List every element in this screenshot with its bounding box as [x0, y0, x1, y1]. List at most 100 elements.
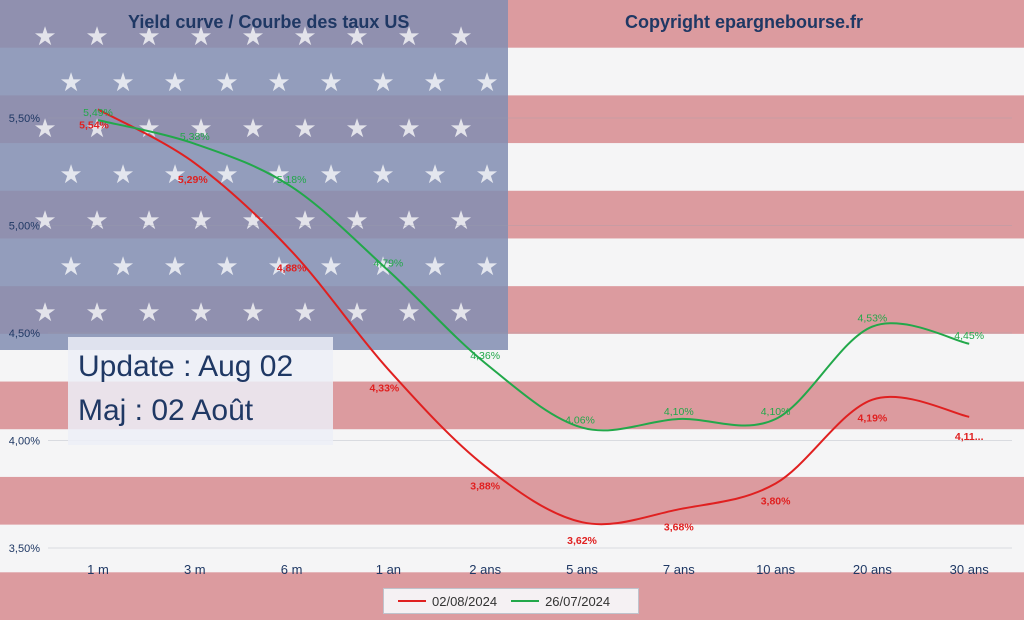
flag-star: ★	[215, 252, 238, 282]
flag-star: ★	[423, 68, 446, 98]
flag-star: ★	[215, 160, 238, 190]
data-label-green: 4,10%	[664, 406, 694, 418]
x-tick-label: 6 m	[281, 562, 303, 577]
flag-star: ★	[85, 298, 108, 328]
data-label-green: 4,36%	[470, 350, 500, 362]
flag-star: ★	[449, 206, 472, 236]
data-label-green: 4,53%	[858, 313, 888, 325]
data-label-red: 4,11...	[955, 431, 984, 443]
flag-star: ★	[423, 160, 446, 190]
y-tick-label: 4,00%	[9, 436, 40, 448]
series-line-green	[97, 119, 970, 432]
legend-label-red: 02/08/2024	[432, 593, 498, 609]
flag-star: ★	[33, 206, 56, 236]
data-label-green: 4,79%	[374, 258, 404, 270]
data-label-red: 3,88%	[470, 480, 500, 492]
data-label-red: 3,80%	[761, 496, 791, 508]
flag-star: ★	[293, 206, 316, 236]
flag-star: ★	[449, 114, 472, 144]
flag-star: ★	[241, 206, 264, 236]
flag-star: ★	[59, 68, 82, 98]
flag-star: ★	[85, 22, 108, 52]
flag-star: ★	[111, 160, 134, 190]
flag-stripe	[0, 476, 1024, 525]
flag-star: ★	[345, 206, 368, 236]
update-line-en: Update : Aug 02	[78, 350, 294, 383]
y-tick-label: 3,50%	[9, 543, 40, 555]
flag-star: ★	[163, 160, 186, 190]
data-label-green: 4,06%	[565, 415, 595, 427]
flag-star: ★	[449, 298, 472, 328]
flag-star: ★	[293, 22, 316, 52]
update-box: Update : Aug 02 Maj : 02 Août	[68, 337, 333, 445]
flag-star: ★	[345, 298, 368, 328]
flag-star: ★	[319, 68, 342, 98]
flag-star: ★	[293, 114, 316, 144]
data-label-red: 4,19%	[858, 413, 888, 425]
flag-star: ★	[345, 22, 368, 52]
flag-star: ★	[397, 22, 420, 52]
legend: 02/08/2024 26/07/2024	[383, 588, 639, 614]
flag-star: ★	[189, 298, 212, 328]
flag-star: ★	[59, 160, 82, 190]
flag-canton	[0, 0, 508, 350]
data-label-green: 5,18%	[277, 174, 307, 186]
flag-star: ★	[241, 22, 264, 52]
flag-star: ★	[475, 252, 498, 282]
flag-star: ★	[215, 68, 238, 98]
x-tick-label: 2 ans	[469, 562, 501, 577]
x-tick-label: 1 m	[87, 562, 109, 577]
x-tick-label: 10 ans	[756, 562, 796, 577]
x-tick-label: 3 m	[184, 562, 206, 577]
x-tick-label: 30 ans	[950, 562, 990, 577]
flag-star: ★	[137, 206, 160, 236]
flag-star: ★	[475, 68, 498, 98]
legend-swatch-red	[398, 600, 426, 602]
data-label-red: 4,88%	[277, 262, 307, 274]
flag-star: ★	[241, 298, 264, 328]
flag-star: ★	[33, 22, 56, 52]
data-label-green: 4,10%	[761, 406, 791, 418]
flag-star: ★	[189, 22, 212, 52]
data-label-red: 3,68%	[664, 521, 694, 533]
legend-item-green: 26/07/2024	[511, 594, 610, 609]
flag-star: ★	[423, 252, 446, 282]
flag-star: ★	[85, 206, 108, 236]
flag-star: ★	[371, 68, 394, 98]
y-tick-label: 5,00%	[9, 221, 40, 233]
update-line-fr: Maj : 02 Août	[78, 394, 254, 427]
x-tick-label: 5 ans	[566, 562, 598, 577]
series-line-red	[97, 108, 970, 526]
flag-star: ★	[397, 114, 420, 144]
data-label-red: 3,62%	[567, 535, 597, 547]
data-label-green: 5,49%	[83, 107, 113, 119]
flag-star: ★	[33, 298, 56, 328]
y-tick-label: 5,50%	[9, 113, 40, 125]
x-tick-label: 1 an	[376, 562, 401, 577]
legend-item-red: 02/08/2024	[398, 594, 497, 609]
flag-star: ★	[33, 114, 56, 144]
flag-star: ★	[111, 68, 134, 98]
flag-star: ★	[371, 160, 394, 190]
data-label-green: 5,38%	[180, 131, 210, 143]
flag-star: ★	[163, 252, 186, 282]
data-label-red: 5,29%	[178, 174, 208, 186]
data-label-green: 4,45%	[954, 330, 984, 342]
flag-star: ★	[345, 114, 368, 144]
flag-star: ★	[189, 206, 212, 236]
flag-star: ★	[319, 160, 342, 190]
flag-star: ★	[137, 298, 160, 328]
flag-star: ★	[293, 298, 316, 328]
flag-star: ★	[189, 114, 212, 144]
y-tick-label: 4,50%	[9, 328, 40, 340]
flag-star: ★	[397, 206, 420, 236]
flag-star: ★	[59, 252, 82, 282]
flag-star: ★	[267, 68, 290, 98]
flag-star: ★	[137, 22, 160, 52]
flag-star: ★	[137, 114, 160, 144]
flag-star: ★	[163, 68, 186, 98]
legend-label-green: 26/07/2024	[545, 593, 611, 609]
